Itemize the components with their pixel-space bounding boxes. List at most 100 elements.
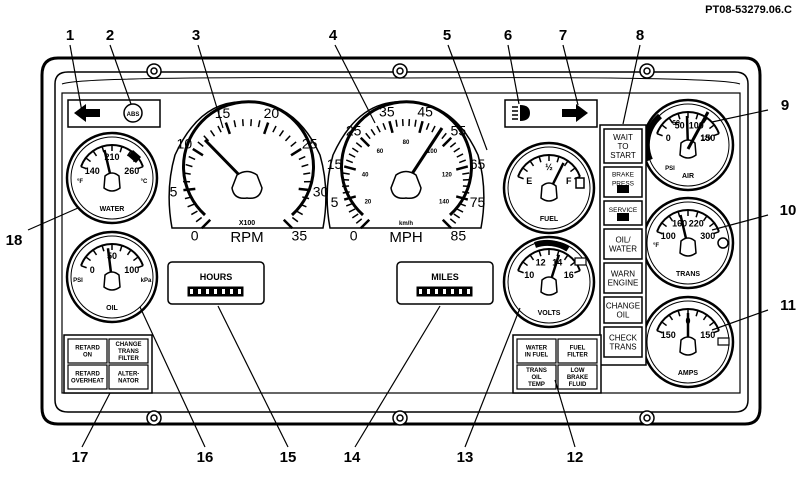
dial-tick [217,125,222,133]
trans-gauge-hub [679,237,697,257]
dial-tick [355,142,363,148]
amps-battery-icon [717,337,730,346]
dial-tick-label: 20 [264,105,280,121]
dial-tick [431,125,436,133]
gauge-tick [137,166,144,170]
gauge-tick [574,270,581,274]
dial-tick [291,216,299,223]
kmh-tick-label: 120 [442,172,453,178]
fuel-gauge-tick-label: E [526,176,532,186]
dial-tick [224,122,232,135]
speedo-kmh-labels: 20 40 60 80 100 120 140 [362,140,453,206]
kmh-tick-label: 140 [439,200,450,206]
callout-10: 10 [780,202,797,219]
dial-tick [301,163,309,168]
warning-light-label: OIL [617,311,630,320]
warning-light [603,326,643,358]
warning-light-label: RETARD [75,346,100,352]
gauge-tick [695,310,699,317]
gauge-tick [677,310,681,317]
water-gauge-tick-label: 210 [104,152,119,162]
dial-tick [303,172,311,175]
gauge-tick [556,156,560,163]
trans-gauge-label: TRANS [676,271,700,278]
gauge-tick [119,245,123,252]
dial-tick [298,187,311,192]
volts-gauge: 10121416VOLTS [502,235,596,329]
abs-icon [123,103,143,123]
warning-light [516,364,557,390]
oil-gauge: 0 50 100 OIL PSI kPa [65,230,159,324]
warning-light-label: TRANS [609,343,636,352]
warning-light-label: TRANS [118,349,139,355]
dial-tick [458,202,467,207]
oil-gauge-tick-label: 0 [90,265,95,275]
callout-4: 4 [329,27,338,44]
air-low-band [643,113,663,162]
water-unit-f: °F [77,179,83,185]
gauge-tick [668,314,674,321]
warning-light [603,296,643,324]
dial-tick [195,216,203,223]
gauge-tick [563,254,569,261]
gauge-tick [563,160,569,167]
dial-tick [185,163,193,168]
dial-tick [453,213,461,219]
dial-tick [395,119,398,127]
dial-tick-label: 15 [215,105,231,121]
dial-tick-label: 75 [470,194,486,210]
callout-18: 18 [6,232,23,249]
dial-tick [418,120,424,134]
dial-tick [382,122,387,131]
gauge-tick [713,133,720,137]
warning-light [603,262,643,294]
water-gauge-label: WATER [100,206,125,213]
dial-tick [370,128,376,136]
kmh-tick-label: 60 [377,149,384,155]
callout-9: 9 [781,97,789,114]
digit-face [419,289,422,294]
amps-gauge: 1500150AMPS [641,295,735,389]
trans-gauge-tick-label: 160 [672,219,687,229]
water-red-zone [128,150,141,163]
warning-light [67,364,108,390]
kmh-tick-label: 40 [362,172,369,178]
gauge-tick [529,160,535,167]
dial-tick [262,122,270,135]
warning-light-symbol [617,213,629,221]
speedometer: 0 5 15 25 35 45 55 65 75 85 20 40 60 80 100 120 140 km/… [326,100,486,246]
gauge-tick [126,150,132,157]
digit-face [467,289,470,294]
miles-label: MILES [431,272,459,282]
gauge-tick [538,156,542,163]
digit-face [459,289,462,294]
trans-temp-icon [717,237,729,249]
gauge-tick [556,250,560,257]
air-inner-60: 60 [672,120,680,127]
dial-tick [209,129,216,137]
gauge-tick [92,249,98,256]
dial-tick [284,135,291,142]
callout-7: 7 [559,27,567,44]
dial-tick-label: 25 [302,136,318,152]
warning-light-label: PRESS [612,181,635,188]
dial-tick-label: 65 [470,156,486,172]
air-inner-120: 120 [701,136,712,142]
dial-tick [345,159,354,164]
dial-tick [365,132,371,140]
oil-gauge-label: OIL [106,305,118,312]
hours-meter: HOURS [167,261,265,305]
dial-tick-label: 0 [191,227,199,243]
gauge-tick [538,250,542,257]
miles-digit-window [416,286,473,297]
abs-label: ABS [127,112,140,118]
gauge-tick [517,176,524,180]
warning-light-label: OIL [532,375,542,381]
warning-light-label: FILTER [118,356,139,362]
warning-light-label: WARN [611,270,635,279]
amps-gauge-tick-label: 150 [700,330,715,340]
trans-unit: °F [653,243,659,249]
warning-light-label: ON [83,353,92,359]
dial-tick [187,203,195,208]
